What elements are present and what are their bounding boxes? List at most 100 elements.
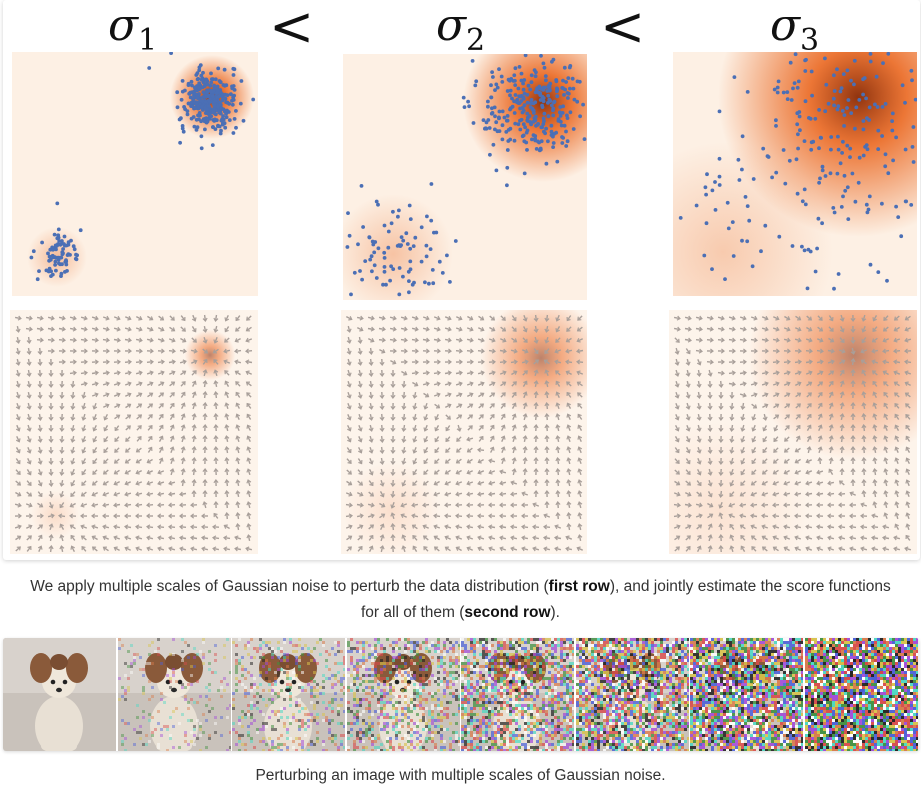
sample-point — [883, 164, 887, 168]
sample-point — [233, 67, 237, 71]
sample-point — [55, 244, 59, 248]
sample-point — [74, 257, 78, 261]
sample-point — [48, 248, 52, 252]
sample-point — [714, 208, 718, 212]
sample-point — [492, 143, 496, 147]
sample-point — [774, 118, 778, 122]
sample-point — [539, 125, 543, 129]
sample-point — [810, 94, 814, 98]
sample-point — [386, 246, 390, 250]
sample-point — [427, 282, 431, 286]
sample-point — [209, 72, 213, 76]
sample-point — [208, 117, 212, 121]
sample-point — [239, 102, 243, 106]
sample-point — [32, 249, 36, 253]
sample-point — [876, 147, 880, 151]
sample-point — [903, 101, 907, 105]
sample-point — [486, 100, 490, 104]
sample-point — [203, 128, 207, 132]
sample-point — [64, 263, 68, 267]
sample-point — [848, 155, 852, 159]
sample-point — [833, 89, 837, 93]
sample-point — [744, 195, 748, 199]
sample-point — [544, 78, 548, 82]
sample-point — [425, 244, 429, 248]
sample-point — [240, 79, 244, 83]
sample-point — [849, 79, 853, 83]
sample-point — [546, 94, 550, 98]
sample-point — [829, 171, 833, 175]
sample-point — [490, 106, 494, 110]
sample-point — [880, 202, 884, 206]
sample-point — [463, 105, 467, 109]
sample-point — [192, 91, 196, 95]
sample-point — [740, 168, 744, 172]
sample-point — [857, 98, 861, 102]
sample-point — [571, 77, 575, 81]
sample-point — [226, 101, 230, 105]
sample-point — [472, 121, 476, 125]
sample-point — [223, 68, 227, 72]
sample-point — [533, 134, 537, 138]
sample-point — [211, 125, 215, 129]
sample-point — [46, 252, 50, 256]
sample-point — [549, 99, 553, 103]
sample-point — [881, 61, 885, 65]
sample-point — [581, 103, 585, 107]
sample-point — [75, 253, 79, 257]
sample-point — [839, 161, 843, 165]
sample-point — [790, 98, 794, 102]
sample-point — [821, 169, 825, 173]
sample-point — [569, 110, 573, 114]
sample-point — [251, 98, 255, 102]
less-than-symbol-1: < — [269, 0, 314, 54]
sample-point — [200, 134, 204, 138]
sample-point — [718, 110, 722, 114]
sample-point — [847, 98, 851, 102]
sample-point — [200, 146, 204, 150]
sample-point — [530, 107, 534, 111]
sample-point — [710, 267, 714, 271]
sample-point — [904, 200, 908, 204]
noisy-image-tile — [690, 638, 803, 751]
sample-point — [798, 128, 802, 132]
sample-point — [491, 111, 495, 115]
sample-point — [509, 127, 513, 131]
sample-point — [203, 84, 207, 88]
sample-point — [506, 114, 510, 118]
sample-point — [841, 140, 845, 144]
sample-point — [853, 127, 857, 131]
sample-point — [500, 75, 504, 79]
sample-point — [147, 66, 151, 70]
sample-point — [506, 139, 510, 143]
sample-point — [183, 89, 187, 93]
sample-point — [187, 92, 191, 96]
sample-point — [529, 123, 533, 127]
sample-point — [853, 59, 857, 63]
sample-point — [522, 88, 526, 92]
sample-point — [226, 93, 230, 97]
sample-point — [490, 70, 494, 74]
sample-point — [723, 277, 727, 281]
sample-point — [815, 247, 819, 251]
sample-point — [840, 205, 844, 209]
sample-point — [821, 165, 825, 169]
sample-point — [513, 122, 517, 126]
sample-point — [228, 118, 232, 122]
sample-point — [408, 204, 412, 208]
sample-point — [517, 87, 521, 91]
density-panel-sigma-2 — [343, 54, 587, 300]
sample-point — [388, 279, 392, 283]
figure-noise-scales: σ1 < σ2 < σ3 — [3, 0, 920, 560]
sample-point — [539, 54, 543, 58]
sample-point — [711, 189, 715, 193]
sample-point — [798, 115, 802, 119]
sample-point — [551, 145, 555, 149]
sample-point — [375, 276, 379, 280]
sample-point — [563, 66, 567, 70]
sample-point — [545, 162, 549, 166]
sample-point — [473, 84, 477, 88]
sample-point — [854, 200, 858, 204]
sample-point — [705, 221, 709, 225]
sample-point — [242, 119, 246, 123]
